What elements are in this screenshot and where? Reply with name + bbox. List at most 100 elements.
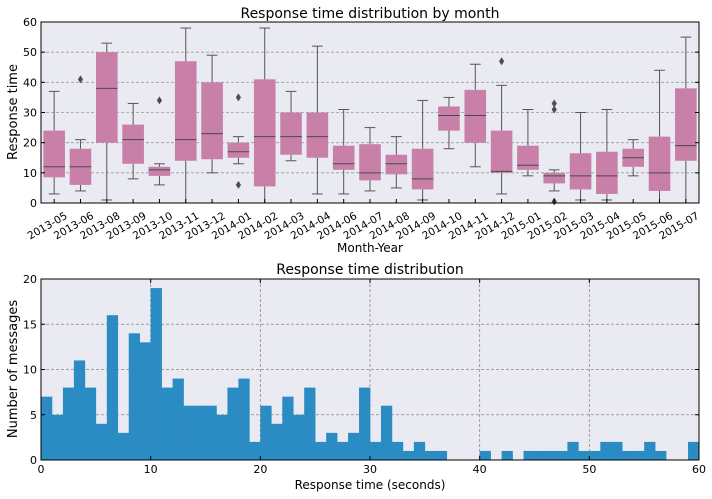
histogram-bar — [413, 441, 426, 460]
boxplot-y-tick-label: 20 — [23, 137, 37, 150]
box-iqr — [332, 145, 355, 170]
histogram-bar — [183, 405, 195, 460]
box-item-2013-12 — [201, 54, 223, 174]
box-iqr — [438, 106, 460, 131]
histogram-bar — [95, 423, 108, 460]
boxplot-x-label: Month-Year — [337, 241, 403, 255]
box-iqr — [675, 88, 697, 161]
histogram-bar — [139, 342, 151, 460]
boxplot-y-tick-label: 50 — [23, 46, 37, 59]
histogram-bar — [435, 450, 448, 460]
histogram-bar — [600, 441, 612, 460]
histogram-bar — [260, 405, 272, 460]
histogram-bar — [84, 387, 97, 460]
box-iqr — [517, 145, 539, 170]
boxplot-y-tick-label: 30 — [23, 107, 37, 120]
histogram-y-label: Number of messages — [6, 300, 21, 438]
boxplot-boxes — [43, 27, 697, 206]
histogram-x-tick-label: 20 — [253, 463, 267, 476]
box-outlier — [551, 105, 557, 114]
histogram-bar — [611, 441, 623, 460]
histogram-bar — [359, 387, 371, 460]
histogram-bar — [402, 450, 415, 460]
histogram-y-tick-label: 20 — [23, 273, 37, 286]
histogram-y-tick-label: 0 — [30, 454, 37, 467]
box-iqr — [648, 136, 671, 191]
box-iqr — [490, 130, 513, 173]
histogram-bar — [688, 441, 700, 460]
box-iqr — [43, 130, 65, 178]
histogram-chart: 0 5 10 15 20 0 10 20 30 40 50 60 Response time dis… — [6, 262, 706, 492]
box-iqr — [543, 172, 566, 184]
box-iqr — [306, 112, 329, 158]
histogram-bar — [315, 441, 327, 460]
histogram-bar — [424, 450, 437, 460]
box-iqr — [122, 124, 144, 164]
histogram-bar — [73, 360, 86, 460]
box-iqr — [359, 144, 381, 181]
histogram-x-ticks: 0 10 20 30 40 50 60 — [38, 279, 706, 476]
box-item-2014-04 — [306, 45, 329, 195]
histogram-bar — [370, 441, 382, 460]
box-item-2014-01 — [227, 93, 250, 189]
histogram-y-tick-label: 5 — [30, 409, 37, 422]
box-item-2015-01 — [517, 108, 539, 177]
histogram-bar — [501, 450, 513, 460]
box-iqr — [596, 151, 618, 194]
box-outlier — [235, 180, 241, 189]
box-item-2014-09 — [411, 99, 434, 201]
histogram-bar — [391, 441, 404, 460]
histogram-bar — [172, 378, 184, 460]
histogram-x-tick-label: 30 — [363, 463, 377, 476]
histogram-bar — [205, 405, 217, 460]
histogram-bar — [194, 405, 206, 460]
box-item-2014-03 — [280, 90, 302, 162]
histogram-x-tick-label: 40 — [473, 463, 487, 476]
histogram-bar — [348, 432, 360, 460]
box-item-2015-06 — [648, 69, 671, 204]
histogram-bar — [304, 387, 316, 460]
histogram-bar — [337, 441, 349, 460]
histogram-y-tick-label: 10 — [23, 364, 37, 377]
histogram-bar — [161, 387, 173, 460]
histogram-bar — [293, 414, 305, 460]
histogram-bar — [578, 450, 590, 460]
box-iqr — [227, 142, 250, 158]
box-item-2013-05 — [43, 90, 65, 195]
histogram-bar — [150, 288, 162, 460]
histogram-bar — [271, 423, 283, 460]
boxplot-y-tick-label: 40 — [23, 76, 37, 89]
histogram-bar — [238, 378, 250, 460]
box-item-2014-08 — [385, 136, 408, 189]
histogram-bar — [644, 441, 656, 460]
boxplot-chart: 0 10 20 30 40 50 60 2013-052013-062013-082013-… — [6, 6, 701, 255]
box-item-2013-10 — [148, 96, 171, 186]
boxplot-title: Response time distribution by month — [240, 6, 499, 22]
box-item-2015-04 — [596, 108, 618, 201]
box-outlier — [235, 93, 241, 102]
box-outlier — [156, 96, 163, 105]
histogram-bar — [589, 450, 601, 460]
histogram-bar — [282, 396, 294, 460]
box-item-2015-05 — [622, 139, 644, 177]
histogram-bar — [117, 432, 130, 460]
box-item-2014-12 — [490, 57, 513, 195]
box-iqr — [253, 79, 276, 187]
histogram-bar — [622, 450, 634, 460]
histogram-bar — [534, 450, 546, 460]
histogram-x-tick-label: 50 — [582, 463, 596, 476]
histogram-bar — [556, 450, 568, 460]
box-iqr — [174, 61, 197, 161]
boxplot-y-tick-label: 10 — [23, 167, 37, 180]
histogram-bars — [41, 288, 700, 460]
histogram-x-tick-label: 10 — [144, 463, 158, 476]
box-outlier — [499, 57, 505, 66]
histogram-bar — [567, 441, 579, 460]
histogram-x-tick-label: 60 — [692, 463, 706, 476]
histogram-bar — [62, 387, 75, 460]
box-outlier — [77, 75, 84, 84]
histogram-bar — [216, 414, 228, 460]
box-iqr — [280, 112, 302, 155]
box-outlier — [551, 99, 557, 108]
